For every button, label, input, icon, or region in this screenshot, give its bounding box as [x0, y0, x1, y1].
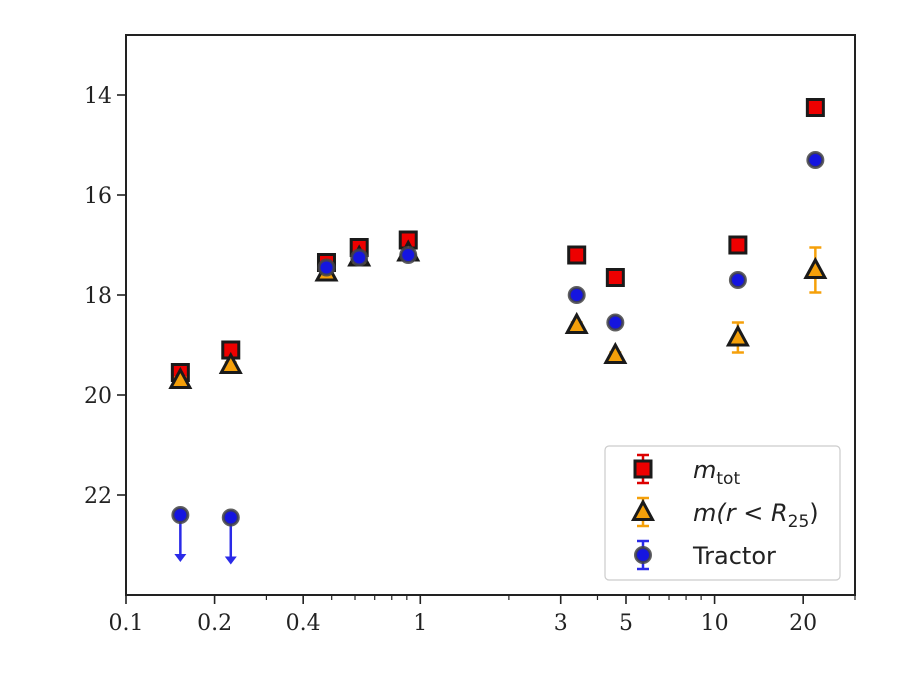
x-tick-label: 1: [413, 611, 427, 636]
tractor-point: [728, 271, 747, 289]
legend-box: [604, 445, 841, 581]
tractor-point: [317, 258, 336, 277]
y-tick-label: 14: [84, 84, 112, 109]
tractor-upper-limit-arrowhead: [174, 554, 187, 562]
m-tot-point: [728, 235, 748, 255]
m-r-r-25-point: [803, 256, 828, 279]
legend-entry-tractor: Tractor: [692, 542, 776, 570]
legend-marker-m-r-r-25: [630, 498, 656, 521]
x-tick-label: 0.2: [197, 611, 232, 636]
m-r-r-25-point: [168, 366, 193, 389]
m-r-r-25-point: [725, 324, 750, 347]
tractor-point: [221, 508, 240, 527]
x-tick-label: 5: [619, 611, 633, 636]
plot-frame: [125, 34, 856, 596]
tractor-upper-limit-arrowhead: [224, 556, 237, 565]
m-tot-point: [605, 268, 625, 287]
tractor-point: [567, 286, 586, 304]
m-r-r-25-point: [218, 351, 243, 374]
x-tick-label: 20: [789, 611, 817, 636]
y-tick-label: 16: [84, 184, 112, 209]
x-tick-label: 10: [701, 611, 729, 636]
tractor-point: [171, 506, 190, 524]
m-r-r-25-point: [603, 341, 628, 364]
x-tick-label: 3: [554, 611, 568, 636]
legend-marker-tractor: [634, 546, 652, 564]
y-tick-label: 18: [84, 284, 112, 309]
tractor-point: [399, 246, 418, 264]
tractor-point: [806, 151, 825, 169]
x-tick-label: 0.4: [286, 611, 321, 636]
tractor-point: [606, 313, 625, 332]
m-tot-point: [805, 98, 825, 117]
m-tot-point: [567, 245, 587, 265]
legend-entry-m-tot: mtot: [693, 456, 740, 489]
m-r-r-25-point: [564, 311, 589, 334]
y-tick-label: 20: [84, 384, 112, 409]
legend-marker-m-tot: [633, 459, 653, 479]
tractor-point: [350, 248, 369, 267]
legend-entry-m-r-r-25: m(r < R25): [693, 499, 819, 532]
x-tick-label: 0.1: [109, 611, 144, 636]
y-tick-label: 22: [84, 484, 112, 509]
